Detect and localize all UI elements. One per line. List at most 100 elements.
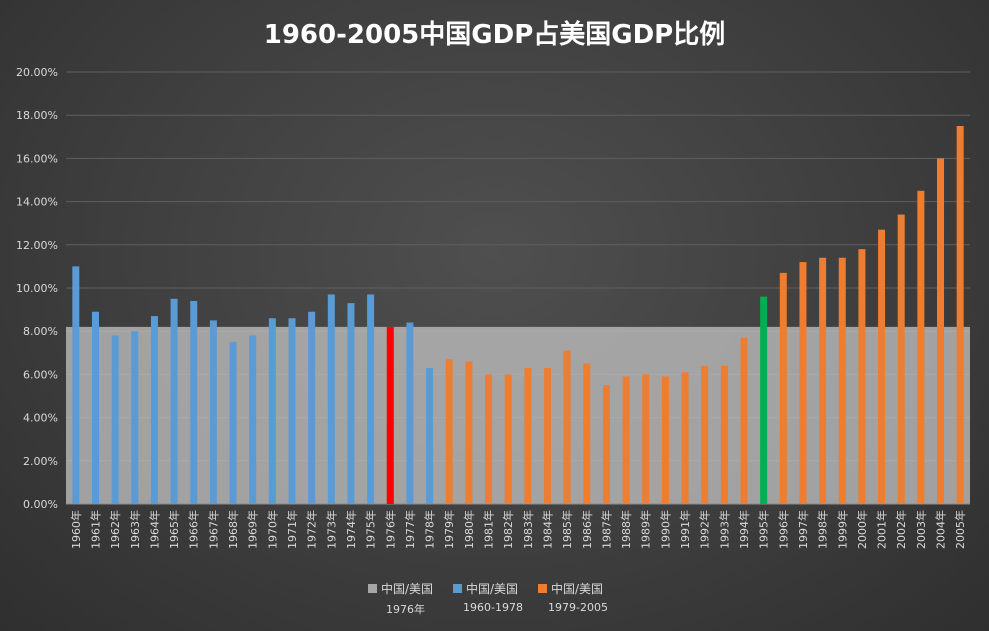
x-tick-label: 1983年 (521, 510, 535, 549)
x-tick-label: 1995年 (757, 510, 771, 549)
bar-1978 (426, 367, 434, 504)
x-tick-label: 1961年 (88, 510, 102, 549)
x-tick-label: 1984年 (540, 510, 554, 549)
bar-1999 (838, 257, 846, 504)
bar-1986 (583, 363, 591, 504)
bar-2002 (897, 214, 905, 504)
x-tick-label: 1994年 (737, 510, 751, 549)
x-tick-label: 1991年 (678, 510, 692, 549)
x-tick-label: 1989年 (639, 510, 653, 549)
y-tick-label: 0.00% (23, 498, 58, 511)
x-tick-label: 1988年 (619, 510, 633, 549)
legend-swatch-1960-1978 (453, 584, 462, 593)
x-tick-label: 2003年 (914, 510, 928, 549)
chart-legend: 中国/美国 1976年 中国/美国 1960-1978 中国/美国 1979-2… (368, 580, 668, 620)
legend-item-1979-2005: 中国/美国 1979-2005 (538, 580, 608, 614)
bar-1977 (406, 322, 414, 504)
chart-title: 1960-2005中国GDP占美国GDP比例 (263, 20, 726, 50)
legend-swatch-1976 (368, 584, 377, 593)
x-tick-label: 2004年 (934, 510, 948, 549)
legend-label-1979-2005-line1: 中国/美国 (551, 582, 604, 596)
x-tick-label: 1982年 (501, 510, 515, 549)
legend-swatch-1979-2005 (538, 584, 547, 593)
bar-1969 (249, 335, 257, 504)
x-tick-label: 2005年 (953, 510, 967, 549)
bar-1971 (288, 318, 296, 504)
legend-label-1979-2005-line2: 1979-2005 (548, 601, 608, 614)
bar-2005 (956, 126, 964, 504)
bar-1980 (465, 361, 473, 504)
x-tick-label: 1966年 (187, 510, 201, 549)
bar-1984 (543, 367, 551, 504)
bar-1961 (91, 311, 99, 504)
legend-label-1960-1978-line1: 中国/美国 (466, 582, 519, 596)
bar-1983 (524, 367, 532, 504)
legend-item-1976: 中国/美国 1976年 (368, 580, 433, 617)
x-tick-label: 1970年 (265, 510, 279, 549)
bar-1979 (445, 359, 453, 504)
bar-1998 (819, 257, 827, 504)
legend-item-1960-1978: 中国/美国 1960-1978 (453, 580, 523, 614)
bar-1963 (131, 331, 139, 504)
bar-2003 (917, 190, 925, 505)
x-tick-label: 2002年 (894, 510, 908, 549)
reference-band-1976 (66, 326, 970, 504)
y-tick-label: 16.00% (16, 152, 58, 165)
x-tick-label: 1998年 (816, 510, 830, 549)
x-tick-label: 1985年 (560, 510, 574, 549)
bar-2004 (937, 158, 945, 504)
x-tick-label: 1981年 (482, 510, 496, 549)
x-tick-label: 1973年 (324, 510, 338, 549)
x-tick-label: 1997年 (796, 510, 810, 549)
x-tick-label: 1975年 (364, 510, 378, 549)
x-tick-label: 1986年 (580, 510, 594, 549)
bar-1992 (701, 365, 709, 504)
x-tick-label: 1971年 (285, 510, 299, 549)
bar-1970 (268, 318, 276, 504)
y-tick-label: 2.00% (23, 455, 58, 468)
x-tick-label: 1962年 (108, 510, 122, 549)
bar-1994 (740, 337, 748, 504)
bar-1964 (150, 316, 158, 504)
bar-1988 (622, 376, 630, 504)
x-tick-label: 1996年 (776, 510, 790, 549)
legend-label-1976-line2: 1976年 (386, 603, 426, 616)
y-tick-label: 4.00% (23, 412, 58, 425)
y-tick-label: 20.00% (16, 66, 58, 79)
x-tick-label: 1964年 (147, 510, 161, 549)
x-tick-label: 1999年 (835, 510, 849, 549)
legend-label-1960-1978-line2: 1960-1978 (463, 601, 523, 614)
x-tick-label: 1980年 (462, 510, 476, 549)
y-tick-label: 18.00% (16, 109, 58, 122)
y-tick-label: 8.00% (23, 325, 58, 338)
bar-1972 (308, 311, 316, 504)
x-tick-label: 1987年 (599, 510, 613, 549)
x-tick-label: 1976年 (383, 510, 397, 549)
bar-1975 (367, 294, 375, 504)
bar-2000 (858, 249, 866, 504)
y-tick-label: 6.00% (23, 368, 58, 381)
bar-1995 (760, 296, 768, 504)
x-tick-label: 1968年 (226, 510, 240, 549)
x-tick-label: 1993年 (717, 510, 731, 549)
bar-1974 (347, 303, 355, 504)
bar-1990 (661, 376, 669, 504)
bar-1966 (190, 300, 198, 504)
x-tick-label: 1960年 (69, 510, 83, 549)
bar-1967 (209, 320, 217, 504)
x-tick-label: 1967年 (206, 510, 220, 549)
bar-1960 (72, 266, 80, 504)
bar-1968 (229, 342, 237, 504)
x-tick-label: 1969年 (246, 510, 260, 549)
x-tick-label: 2000年 (855, 510, 869, 549)
bar-1987 (602, 385, 610, 504)
x-tick-label: 1972年 (305, 510, 319, 549)
bar-1982 (504, 374, 512, 504)
legend-label-1976-line1: 中国/美国 (381, 582, 434, 596)
x-tick-label: 1974年 (344, 510, 358, 549)
bar-1981 (485, 374, 493, 504)
y-tick-label: 14.00% (16, 196, 58, 209)
x-tick-label: 2001年 (875, 510, 889, 549)
bar-1997 (799, 262, 807, 504)
